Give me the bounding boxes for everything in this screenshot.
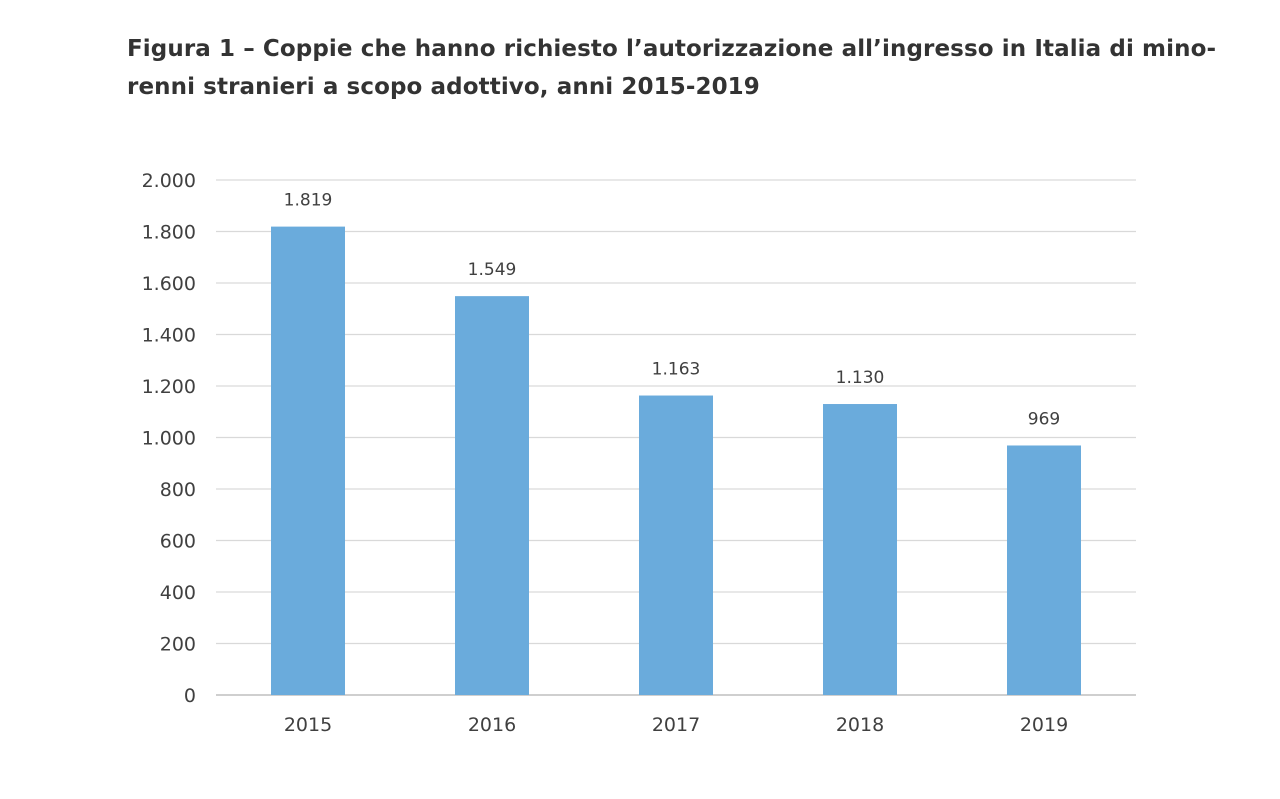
bars: [271, 226, 1081, 696]
figure-title: Figura 1 – Coppie che hanno richiesto l’…: [127, 30, 1217, 106]
gridlines: [216, 179, 1136, 696]
y-tick-label: 1.800: [142, 222, 196, 244]
y-tick-label: 1.000: [142, 428, 196, 450]
data-label-2015: 1.819: [284, 191, 333, 211]
bar-2019: [1007, 445, 1081, 695]
y-tick-label: 1.200: [142, 376, 196, 398]
y-tick-label: 800: [160, 479, 196, 501]
y-tick-label: 0: [184, 685, 196, 707]
figure-title-line-2: renni stranieri a scopo adottivo, anni 2…: [127, 74, 760, 100]
y-tick-label: 1.400: [142, 325, 196, 347]
data-label-2016: 1.549: [468, 260, 517, 280]
data-label-2018: 1.130: [836, 368, 885, 388]
bar-2016: [455, 296, 529, 695]
bar-2018: [823, 404, 897, 695]
bar-2015: [271, 226, 345, 696]
y-tick-label: 600: [160, 531, 196, 553]
y-tick-label: 2.000: [142, 170, 196, 192]
y-axis-tick-labels: 0 200 400 600 800 1.000 1.200 1.400 1.600 1.800 2.…: [142, 170, 196, 707]
x-axis-tick-labels: 2015 2016 2017 2018 2019: [284, 714, 1068, 736]
data-labels: 1.819 1.549 1.163 1.130 969: [284, 191, 1061, 430]
y-tick-label: 1.600: [142, 273, 196, 295]
y-tick-label: 400: [160, 582, 196, 604]
x-tick-label-2017: 2017: [652, 714, 700, 736]
figure-title-line-1: Figura 1 – Coppie che hanno richiesto l’…: [127, 36, 1217, 62]
x-tick-label-2015: 2015: [284, 714, 332, 736]
x-tick-label-2016: 2016: [468, 714, 516, 736]
x-tick-label-2019: 2019: [1020, 714, 1068, 736]
x-tick-label-2018: 2018: [836, 714, 884, 736]
data-label-2017: 1.163: [652, 360, 701, 380]
bar-2017: [639, 395, 713, 695]
y-tick-label: 200: [160, 634, 196, 656]
data-label-2019: 969: [1028, 409, 1060, 429]
